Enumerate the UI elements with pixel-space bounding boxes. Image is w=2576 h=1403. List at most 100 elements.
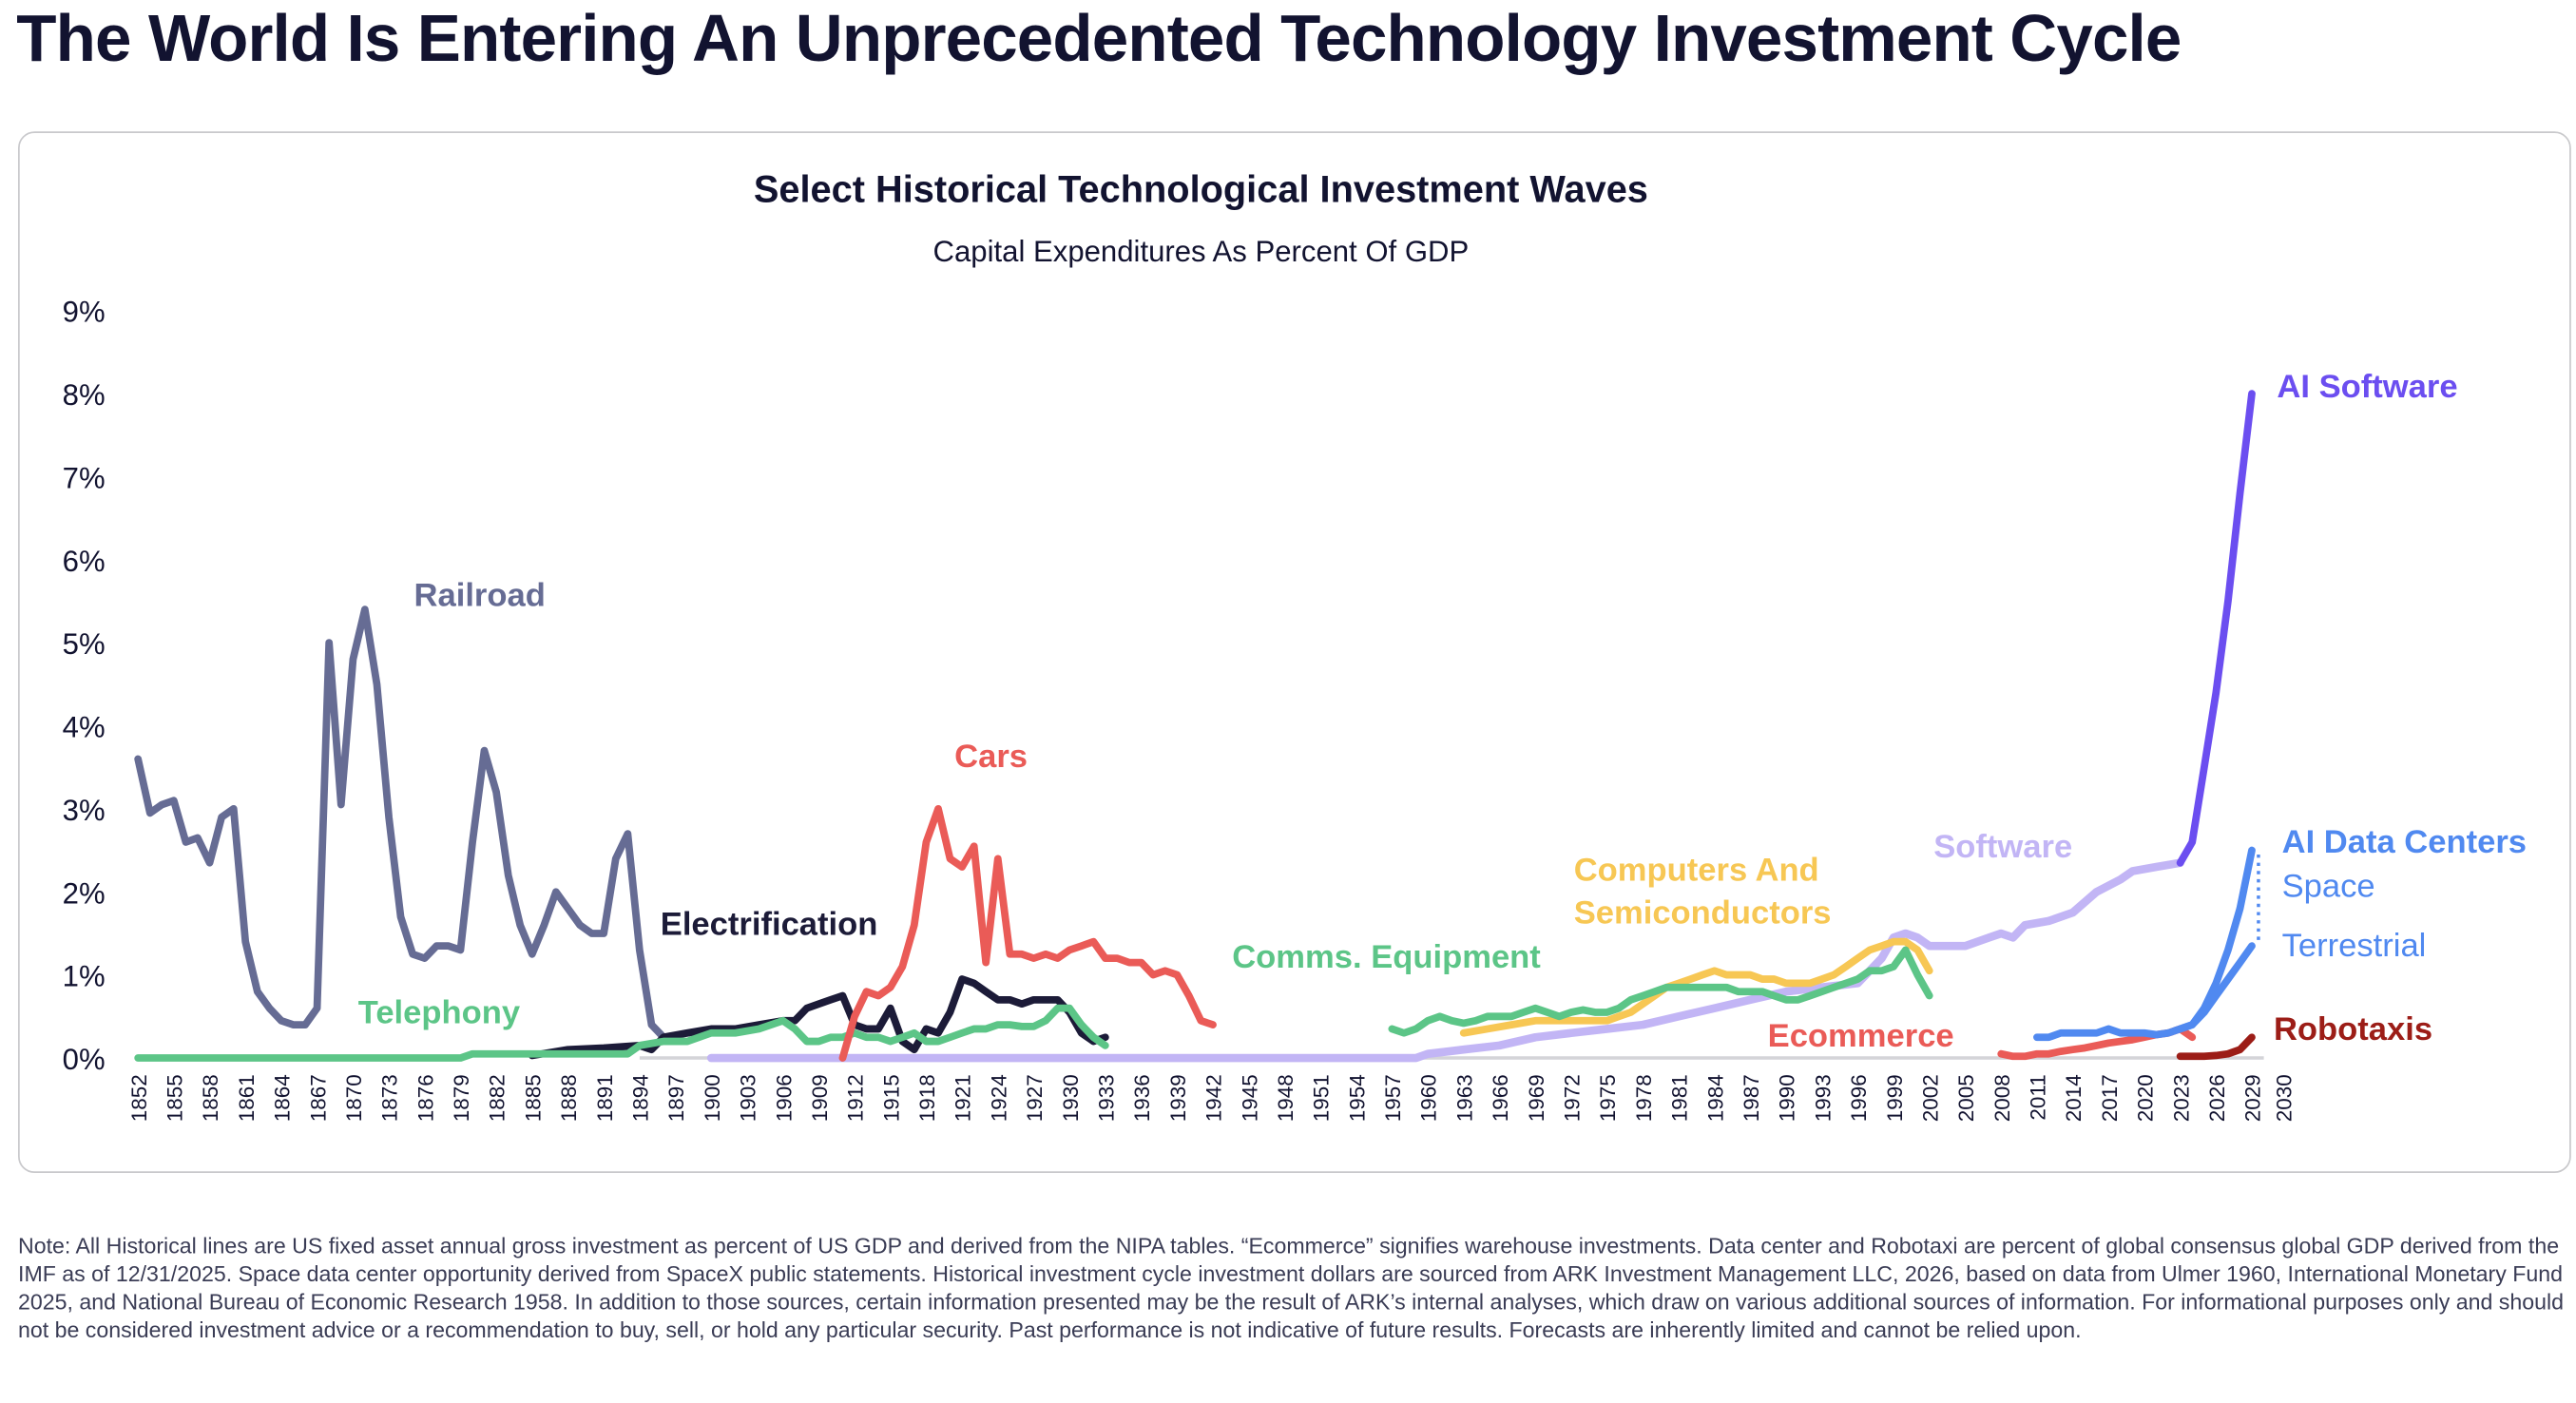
x-tick-label: 1948 (1274, 1074, 1298, 1122)
x-tick-label: 2026 (2205, 1074, 2229, 1122)
y-tick-label: 9% (63, 296, 106, 329)
y-tick-label: 7% (63, 461, 106, 494)
y-tick-label: 5% (63, 627, 106, 661)
y-tick-label: 3% (63, 794, 106, 827)
x-tick-label: 1915 (879, 1074, 903, 1122)
label-ecommerce: Ecommerce (1767, 1018, 1954, 1055)
series-line-comms (1388, 946, 1933, 1037)
label-computers-2: Semiconductors (1573, 894, 1832, 932)
x-tick-label: 1981 (1668, 1074, 1692, 1122)
x-tick-label: 1993 (1811, 1074, 1835, 1122)
x-tick-label: 2030 (2273, 1074, 2297, 1122)
label-ai-software: AI Software (2277, 369, 2458, 406)
x-tick-label: 1972 (1561, 1074, 1585, 1122)
x-tick-label: 1942 (1202, 1074, 1226, 1122)
series-line-ai_software (2176, 390, 2256, 867)
x-tick-label: 1924 (987, 1074, 1010, 1122)
label-railroad: Railroad (413, 578, 546, 615)
label-robotaxis: Robotaxis (2273, 1011, 2433, 1048)
x-tick-label: 1870 (342, 1074, 366, 1122)
series-line-robotaxis (2176, 1033, 2256, 1061)
label-electrification: Electrification (660, 907, 878, 944)
x-tick-label: 1912 (844, 1074, 868, 1122)
x-tick-label: 1855 (163, 1074, 187, 1122)
label-ai-data-centers: AI Data Centers (2281, 824, 2528, 861)
x-tick-label: 1957 (1381, 1074, 1405, 1122)
y-tick-label: 1% (63, 960, 106, 993)
x-tick-label: 1894 (629, 1074, 653, 1122)
x-tick-label: 1951 (1310, 1074, 1334, 1122)
x-tick-label: 1969 (1525, 1074, 1548, 1122)
chart-subtitle: Capital Expenditures As Percent Of GDP (932, 235, 1470, 268)
x-tick-label: 1963 (1452, 1074, 1476, 1122)
x-tick-label: 2023 (2169, 1074, 2193, 1122)
x-tick-label: 1876 (413, 1074, 437, 1122)
x-tick-label: 1879 (450, 1074, 473, 1122)
x-tick-label: 1903 (737, 1074, 760, 1122)
x-tick-label: 1858 (199, 1074, 222, 1122)
x-tick-label: 1927 (1023, 1074, 1047, 1122)
series-line-telephony (134, 1004, 1109, 1062)
x-tick-label: 2029 (2241, 1074, 2265, 1122)
x-tick-label: 1882 (486, 1074, 509, 1122)
y-tick-label: 2% (63, 876, 106, 910)
x-tick-label: 2011 (2027, 1074, 2050, 1120)
series-line-electrification (528, 975, 1109, 1060)
x-tick-label: 1885 (521, 1074, 545, 1122)
page-title: The World Is Entering An Unprecedented T… (16, 3, 2182, 76)
x-tick-label: 2014 (2062, 1074, 2086, 1122)
y-tick-label: 6% (63, 545, 106, 578)
x-tick-label: 1891 (593, 1074, 617, 1122)
label-terrestrial: Terrestrial (2281, 928, 2427, 965)
x-tick-label: 1975 (1596, 1074, 1620, 1122)
x-tick-label: 1966 (1489, 1074, 1512, 1122)
chart-card (18, 131, 2571, 1174)
x-tick-label: 1996 (1847, 1074, 1871, 1122)
x-tick-label: 2008 (1990, 1074, 2014, 1122)
x-tick-label: 1960 (1417, 1074, 1441, 1122)
label-software: Software (1933, 829, 2073, 866)
x-tick-label: 1864 (271, 1074, 295, 1122)
label-cars: Cars (954, 739, 1028, 776)
x-tick-label: 1954 (1345, 1074, 1369, 1122)
x-tick-label: 1900 (701, 1074, 724, 1122)
x-tick-label: 1861 (235, 1074, 259, 1122)
chart-title: Select Historical Technological Investme… (753, 167, 1648, 211)
series-line-space (2033, 846, 2256, 1042)
x-tick-label: 1933 (1095, 1074, 1119, 1122)
x-tick-label: 1867 (306, 1074, 330, 1122)
series-line-software (706, 858, 2184, 1063)
x-tick-label: 1897 (664, 1074, 688, 1122)
x-tick-label: 1984 (1703, 1074, 1727, 1122)
x-tick-label: 1999 (1883, 1074, 1907, 1122)
x-tick-label: 1945 (1238, 1074, 1261, 1122)
x-tick-label: 2002 (1918, 1074, 1942, 1122)
x-tick-label: 2017 (2098, 1074, 2122, 1122)
label-space: Space (2281, 869, 2375, 906)
x-tick-label: 1930 (1059, 1074, 1083, 1122)
footnote: Note: All Historical lines are US fixed … (18, 1233, 2564, 1343)
x-tick-label: 1990 (1776, 1074, 1799, 1122)
x-tick-label: 2005 (1954, 1074, 1978, 1122)
x-tick-label: 1873 (378, 1074, 402, 1122)
series-line-cars (838, 804, 1217, 1062)
series-line-railroad (134, 605, 680, 1046)
y-tick-label: 4% (63, 711, 106, 744)
x-tick-label: 2020 (2134, 1074, 2158, 1122)
x-tick-label: 1936 (1130, 1074, 1154, 1122)
x-tick-label: 1939 (1166, 1074, 1190, 1122)
y-tick-label: 0% (63, 1043, 106, 1076)
y-tick-label: 8% (63, 378, 106, 412)
series-line-terrestrial (2176, 942, 2256, 1033)
x-tick-label: 1906 (772, 1074, 796, 1122)
x-tick-label: 1909 (808, 1074, 832, 1122)
label-computers-1: Computers And (1573, 852, 1819, 890)
label-telephony: Telephony (357, 995, 521, 1032)
x-tick-label: 1918 (915, 1074, 939, 1122)
x-tick-label: 1921 (952, 1074, 975, 1122)
label-comms-equipment: Comms. Equipment (1232, 939, 1541, 976)
x-tick-label: 1978 (1632, 1074, 1656, 1122)
series-line-computers (1459, 937, 1933, 1037)
